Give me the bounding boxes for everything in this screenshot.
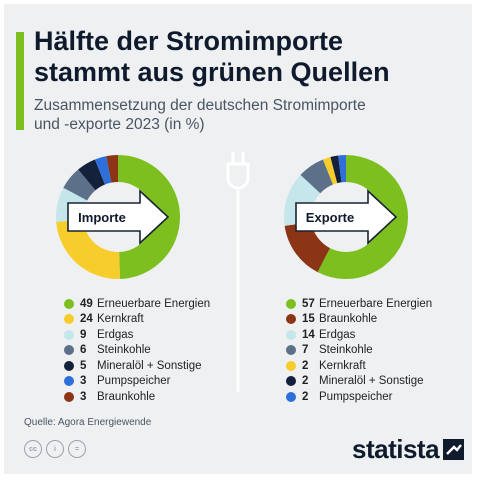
legend-item: 57 Erneuerbare Energien [286,296,432,312]
page-title: Hälfte der Stromimporte stammt aus grüne… [34,26,464,88]
donut-slice [106,155,118,183]
cc-icon[interactable]: cc [24,440,42,458]
legend-value: 9 [80,328,87,341]
legend-label: Erneuerbare Energien [97,297,211,310]
legend-value: 7 [302,344,309,357]
legend-label: Kernkraft [319,359,366,372]
legend-item: 15 Braunkohle [286,312,432,328]
legend-swatch [64,376,74,387]
legend-swatch [64,391,74,402]
subtitle-line-2: und -exporte 2023 (in %) [34,116,205,133]
legend-label: Braunkohle [97,390,156,403]
subtitle: Zusammensetzung der deutschen Stromimpor… [34,96,464,134]
source-note: Quelle: Agora Energiewende [24,417,152,428]
legend-value: 3 [80,375,87,388]
plug-icon [226,152,250,392]
arrow-icon [295,189,398,245]
donut-slice [300,159,333,194]
statista-mark-icon [443,439,465,460]
legend-label: Mineralöl + Sonstige [319,375,424,388]
accent-bar [16,32,24,130]
legend-item: 7 Steinkohle [286,343,432,359]
donut-slice [94,156,112,185]
legend-item: 14 Erdgas [286,327,432,343]
legend-label: Erdgas [97,328,134,341]
brand-name: statista [352,434,440,464]
donut-slice [330,155,342,184]
title-line-1: Hälfte der Stromimporte [34,26,344,56]
donut-slice [118,155,181,279]
legend-value: 24 [80,313,93,326]
person-icon[interactable]: i [46,440,64,458]
legend-item: 2 Kernkraft [286,358,432,374]
legend-swatch [64,314,74,325]
legend-value: 57 [302,297,315,310]
legend-swatch [64,329,74,340]
legend-item: 3 Pumpspeicher [64,374,210,390]
legend-value: 2 [302,375,309,388]
donut-slice [317,155,408,279]
statista-logo[interactable]: statista [352,434,465,465]
legend-swatch [286,298,296,309]
legend-item: 6 Steinkohle [64,343,210,359]
subtitle-line-1: Zusammensetzung der deutschen Stromimpor… [34,97,366,114]
donut-center-label: Importe [78,210,126,225]
donut-slice [338,155,346,183]
legend-swatch [286,391,296,402]
legend-label: Braunkohle [319,313,378,326]
donut-slice [78,159,105,191]
legend-item: 24 Kernkraft [64,312,210,328]
legend-label: Pumpspeicher [97,375,171,388]
donut-slice [63,169,96,201]
legend-value: 49 [80,297,93,310]
legend-swatch [64,345,74,356]
legend-item: 49 Erneuerbare Energien [64,296,210,312]
donut-slice [284,221,330,273]
legend-item: 3 Braunkohle [64,389,210,405]
donut-slice [56,219,120,279]
legend-item: 2 Mineralöl + Sonstige [286,374,432,390]
legend-label: Steinkohle [319,344,373,357]
legend-item: 2 Pumpspeicher [286,389,432,405]
legend-swatch [64,298,74,309]
legend-value: 5 [80,359,87,372]
legend-swatch [286,345,296,356]
legend-item: 9 Erdgas [64,327,210,343]
donut-slice [322,156,338,185]
legend-value: 15 [302,313,315,326]
legend-value: 2 [302,359,309,372]
legend-value: 6 [80,344,87,357]
donut-charts: Importe Exporte [55,152,408,392]
donut-imports: Importe [55,155,181,279]
legend-label: Steinkohle [97,344,151,357]
arrow-icon [67,189,170,245]
legend-imports: 49 Erneuerbare Energien 24 Kernkraft 9 Erdgas… [64,296,210,405]
legend-exports: 57 Erneuerbare Energien 15 Braunkohle 14 Erdg… [286,296,432,405]
legend-swatch [286,329,296,340]
legend-swatch [286,376,296,387]
legend-value: 2 [302,390,309,403]
legend-label: Kernkraft [97,313,144,326]
donut-center-label: Exporte [306,210,354,225]
legend-label: Erdgas [319,328,356,341]
title-line-2: stammt aus grünen Quellen [34,57,390,87]
legend-label: Mineralöl + Sonstige [97,359,202,372]
legend-swatch [286,314,296,325]
donut-exports: Exporte [284,155,408,279]
infographic: Hälfte der Stromimporte stammt aus grüne… [4,4,472,474]
legend-swatch [286,360,296,371]
equals-icon[interactable]: = [68,440,86,458]
legend-item: 5 Mineralöl + Sonstige [64,358,210,374]
license-icons: cc i = [24,440,86,458]
legend-label: Pumpspeicher [319,390,393,403]
legend-value: 3 [80,390,87,403]
legend-value: 14 [302,328,315,341]
legend-label: Erneuerbare Energien [319,297,433,310]
legend-swatch [64,360,74,371]
